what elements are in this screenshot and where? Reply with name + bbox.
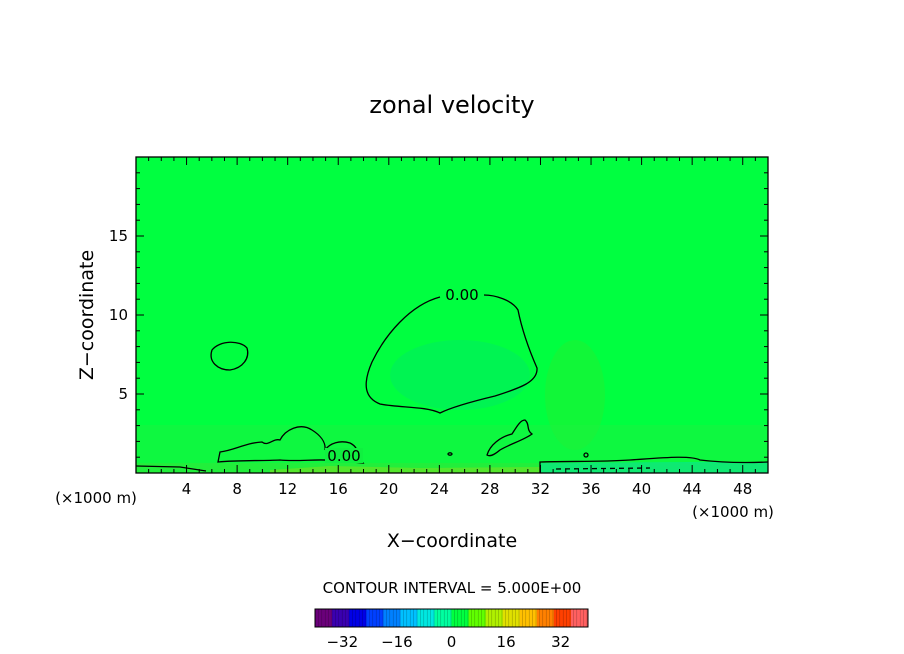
colorbar-frame [314,608,589,628]
colorbar-tick-label: 32 [551,633,570,651]
axis-ticks [136,157,768,473]
colorbar-segment [400,609,418,627]
contour-label-bg-2 [325,448,363,463]
field-shading-surface-right [540,462,768,473]
colorbar-segment [315,609,333,627]
colorbar-tick-labels: −32 −16 0 16 32 [326,633,570,651]
colorbar [315,609,589,627]
contour-zero-right-blob [486,419,534,457]
colorbar-tick-label: 0 [447,633,457,651]
field-shading-right [545,340,605,450]
x-axis-label: X−coordinate [387,530,517,552]
x-tick-label: 36 [581,480,600,498]
contour-zero-main [365,294,538,414]
x-tick-label: 20 [379,480,398,498]
x-tick-label: 28 [480,480,499,498]
contour-interval-text: CONTOUR INTERVAL = 5.000E+00 [323,579,582,597]
colorbar-segment [468,609,487,627]
colorbar-segment [519,609,538,627]
x-tick-label: 16 [329,480,348,498]
x-tick-label: 12 [278,480,297,498]
x-tick-label: 48 [733,480,752,498]
colorbar-segment [366,609,384,627]
x-tick-label: 4 [182,480,192,498]
colorbar-segment [570,609,589,627]
y-tick-label: 10 [109,306,128,324]
colorbar-segment [417,609,435,627]
contour-negative-dashed [555,467,651,470]
y-tick-label: 5 [118,385,128,403]
colorbar-segment [485,609,504,627]
colorbar-segment [332,609,350,627]
colorbar-segment [349,609,367,627]
x-tick-label: 40 [632,480,651,498]
colorbar-tick-label: 16 [497,633,516,651]
x-units-right: (×1000 m) [692,503,774,521]
contour-label-lower: 0.00 [327,447,360,465]
contour-zero-dot-1 [447,452,453,456]
field-shading-surface-left [270,466,540,473]
x-units-left: (×1000 m) [55,489,137,507]
colorbar-tick-label: −16 [381,633,413,651]
x-tick-label: 24 [430,480,449,498]
contour-zero-dot-2 [583,452,589,458]
colorbar-segment [451,609,470,627]
colorbar-segment [434,609,452,627]
contour-zero-surface [135,456,769,473]
y-tick-labels: 5 10 15 [109,227,128,403]
y-tick-label: 15 [109,227,128,245]
contour-label-main: 0.00 [445,286,478,304]
contour-label-bg-1 [441,287,483,303]
y-axis-label: Z−coordinate [76,250,98,380]
colorbar-segment [536,609,555,627]
x-tick-label: 8 [232,480,242,498]
colorbar-segment [502,609,521,627]
colorbar-tick-label: −32 [326,633,358,651]
plot-field [136,157,768,473]
colorbar-segment [553,609,572,627]
field-shading-center [390,340,530,410]
x-tick-label: 44 [683,480,702,498]
contour-zero-left-blob [210,341,249,371]
colorbar-segment [383,609,401,627]
x-tick-label: 32 [531,480,550,498]
chart-title: zonal velocity [369,91,534,119]
x-tick-labels: 4 8 12 16 20 24 28 32 36 40 44 48 [182,480,752,498]
